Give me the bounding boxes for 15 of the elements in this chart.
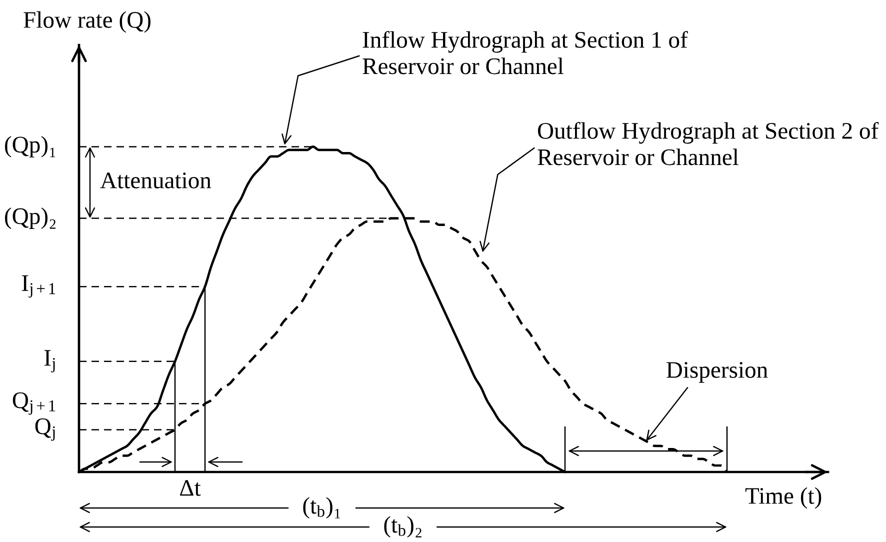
text: (t$_{b}$)₂	[384, 516, 422, 538]
x-axis-title: Time (t)	[745, 487, 822, 509]
text: Inflow Hydrograph at Section 1 of Reservoir or Channel	[362, 30, 688, 74]
ref-line-label: I$_{j+1}$	[22, 275, 56, 298]
ref-line-label: I$_{j}$	[44, 350, 55, 372]
ref-line-label: Q$_{j}$	[35, 418, 55, 441]
ref-line-label: (Qp)₂	[5, 208, 56, 229]
text: Δt	[180, 480, 201, 496]
text: Outflow Hydrograph at Section 2 of Reservoir or Channel	[538, 122, 879, 166]
y-axis-title: Flow rate (Q)	[24, 11, 150, 33]
annotation: Attenuation	[100, 172, 212, 188]
ref-line-label: (Qp)₁	[5, 136, 56, 158]
annotation: Dispersion	[666, 362, 768, 383]
text: (t$_{b}$)₁	[303, 497, 340, 519]
ref-line-label: Q$_{j+1}$	[12, 392, 56, 415]
